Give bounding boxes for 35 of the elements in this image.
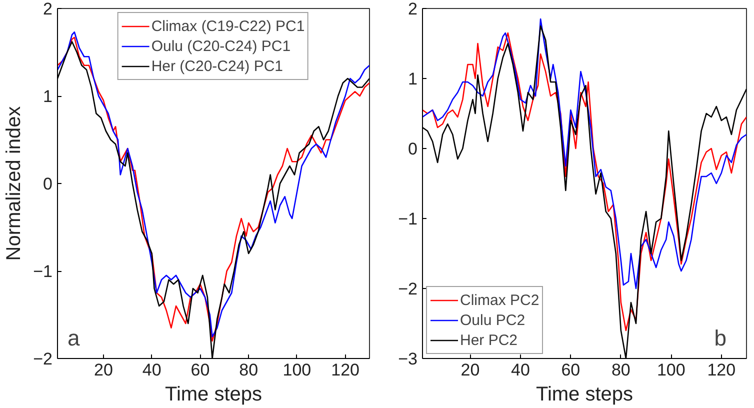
- line-series: [422, 18, 746, 290]
- x-axis-title: Time steps: [164, 384, 262, 406]
- y-tick-label: −1: [33, 262, 53, 281]
- x-tick-label: 100: [656, 360, 686, 380]
- x-tick-label: 80: [239, 360, 258, 380]
- y-tick-label: 0: [408, 140, 418, 158]
- y-tick-label: 1: [43, 87, 53, 106]
- legend-label: Her PC2: [460, 332, 518, 348]
- legend-label: Climax (C19-C22) PC1: [151, 18, 305, 34]
- x-tick-label: 60: [190, 360, 210, 380]
- x-tick-label: 40: [142, 360, 162, 380]
- x-tick-label: 120: [707, 360, 736, 380]
- annotation: a: [68, 326, 80, 350]
- y-tick-label: −1: [398, 210, 418, 228]
- legend-label: Oulu PC2: [460, 312, 526, 328]
- x-tick-label: 80: [611, 360, 630, 380]
- legend-label: Her (C20-C24) PC1: [151, 58, 284, 74]
- y-tick-label: 2: [408, 0, 418, 18]
- y-tick-label: −3: [398, 350, 418, 368]
- y-tick-label: −2: [33, 350, 53, 368]
- x-tick-label: 20: [460, 360, 480, 380]
- y-tick-label: −2: [398, 280, 418, 298]
- x-tick-label: 100: [282, 360, 312, 380]
- x-tick-label: 40: [511, 360, 530, 380]
- x-tick-label: 120: [331, 360, 360, 380]
- legend-label: Oulu (C20-C24) PC1: [151, 38, 291, 54]
- y-tick-label: 1: [408, 70, 418, 88]
- x-tick-label: 60: [561, 360, 580, 380]
- x-axis-title: Time steps: [536, 384, 634, 406]
- legend-label: Climax PC2: [460, 292, 540, 308]
- annotation: b: [714, 326, 727, 350]
- x-tick-label: 20: [94, 360, 113, 380]
- y-tick-label: 0: [43, 174, 53, 194]
- y-axis-title: Normalized index: [3, 106, 26, 261]
- y-tick-label: 2: [43, 0, 53, 18]
